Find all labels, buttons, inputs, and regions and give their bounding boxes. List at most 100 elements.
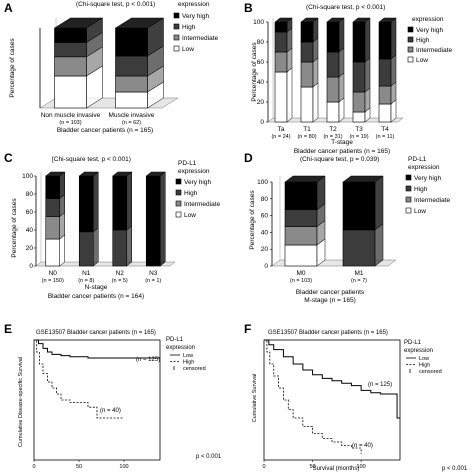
km-curve-low xyxy=(34,339,160,359)
bar-segment xyxy=(45,198,61,217)
panel-c-ylabel: Percentage of cases xyxy=(11,198,18,258)
bar-segment xyxy=(115,27,148,57)
panel-a-patients: Bladder cancer patients (n = 165) xyxy=(57,127,153,134)
legend-swatch xyxy=(173,45,180,52)
legend-label: High xyxy=(414,186,428,193)
category-n-label: (n = 62) xyxy=(122,120,141,126)
category-label: T1 xyxy=(303,126,311,133)
bar-segment xyxy=(115,55,148,77)
category-n-label: (n = 103) xyxy=(290,278,312,284)
panel-d-ylabel: Percentage of cases xyxy=(249,190,256,250)
panel-c-legend: Very high High Intermediate Low xyxy=(175,178,221,219)
bar-segment xyxy=(352,111,366,123)
bar-top xyxy=(352,17,371,23)
category-label: M1 xyxy=(354,270,363,277)
y-tick-label: 60 xyxy=(26,209,34,216)
legend-swatch xyxy=(173,23,180,30)
category-n-label: (n = 19) xyxy=(349,134,368,140)
panel-f-ylabel: Cumulative Survival xyxy=(252,374,258,423)
y-tick-label: 40 xyxy=(26,227,34,234)
category-label: T4 xyxy=(381,126,389,133)
category-label: Non muscle invasive xyxy=(41,112,101,119)
legend-label: Intermediate xyxy=(414,197,451,204)
bar-side xyxy=(59,234,65,267)
panel-c-letter: C xyxy=(4,151,13,165)
bar-segment xyxy=(78,175,94,233)
bar-segment xyxy=(326,51,340,78)
category-label: N0 xyxy=(49,270,58,277)
panel-c-stage-label: N-stage xyxy=(85,284,108,291)
legend-label: censored xyxy=(419,369,442,375)
bar-top xyxy=(78,171,99,177)
panel-f-title: GSE13507 Bladder cancer patients (n = 16… xyxy=(268,330,388,336)
bar-side xyxy=(93,227,99,267)
y-tick-label: 80 xyxy=(257,39,265,46)
legend-swatch xyxy=(407,46,414,53)
bar-segment xyxy=(45,238,61,267)
panel-a-ylabel: Percentage of cases xyxy=(9,38,16,98)
bar-side xyxy=(374,223,384,267)
km-curve-high xyxy=(264,339,362,454)
panel-f-plot: 0 50 100 xyxy=(262,339,401,470)
legend-label: censored xyxy=(183,366,206,372)
bar-segment xyxy=(284,244,318,267)
y-tick-label: 0 xyxy=(29,263,33,270)
legend-swatch xyxy=(173,12,180,19)
legend-label: High xyxy=(419,363,430,369)
x-tick-label: 50 xyxy=(310,464,316,470)
bar-segment xyxy=(274,71,288,123)
category-label: T2 xyxy=(329,126,337,133)
legend-label: Very high xyxy=(416,27,443,34)
bar-segment xyxy=(45,175,61,199)
legend-swatch xyxy=(175,178,182,185)
panel-f-n-high: (n = 40) xyxy=(352,443,373,449)
bar-side xyxy=(374,175,384,231)
legend-swatch xyxy=(173,34,180,41)
y-tick-label: 60 xyxy=(261,213,269,220)
bar-segment xyxy=(284,181,318,211)
bar-side xyxy=(338,47,345,78)
legend-swatch xyxy=(175,211,182,218)
legend-label: Intermediate xyxy=(182,35,219,42)
bar-segment xyxy=(352,91,366,113)
bar-side xyxy=(312,82,319,123)
legend-label: High xyxy=(184,190,198,197)
category-label: M0 xyxy=(296,270,305,277)
bar-segment xyxy=(284,226,318,246)
panel-b: B (Chi-square test, p < 0.001) expressio… xyxy=(244,1,453,155)
panel-f-legend-title-2: expression xyxy=(404,348,433,354)
legend-label: Low xyxy=(184,212,196,219)
panel-e-plot: 0 50 100 xyxy=(32,339,161,470)
bar-top xyxy=(45,171,66,177)
y-tick-label: 100 xyxy=(253,19,264,26)
bar-top xyxy=(112,171,133,177)
x-tick-label: 0 xyxy=(32,464,35,470)
category-n-label: (n = 1) xyxy=(145,278,161,284)
panel-d-test: (Chi-square test, p = 0.039) xyxy=(300,156,379,163)
y-tick-label: 80 xyxy=(26,191,34,198)
legend-swatch xyxy=(175,200,182,207)
legend-label: High xyxy=(182,24,196,31)
bar-segment xyxy=(78,231,94,267)
panel-e: E GSE13507 Bladder cancer patients (n = … xyxy=(4,322,222,470)
bar-segment xyxy=(378,85,392,105)
bar-segment xyxy=(115,91,148,109)
bar-top xyxy=(342,175,384,183)
bar-segment xyxy=(54,42,87,58)
bar-segment xyxy=(54,56,87,77)
bar-segment xyxy=(274,51,288,73)
bar-side xyxy=(160,171,166,267)
y-tick-label: 60 xyxy=(257,59,265,66)
bar-top xyxy=(300,17,319,23)
panel-f-n-low: (n = 125) xyxy=(368,382,392,388)
legend-label: Very high xyxy=(414,175,441,182)
bar-segment xyxy=(115,75,148,93)
category-n-label: (n = 8) xyxy=(78,278,94,284)
bar-segment xyxy=(352,61,366,93)
panel-e-legend-title-1: PD-L1 xyxy=(166,337,184,343)
bar-segment xyxy=(342,181,376,231)
y-tick-label: 100 xyxy=(22,173,33,180)
panel-a-letter: A xyxy=(4,1,13,15)
panel-e-title: GSE13507 Bladder cancer patients (n = 16… xyxy=(36,330,156,336)
bar-side xyxy=(312,57,319,88)
